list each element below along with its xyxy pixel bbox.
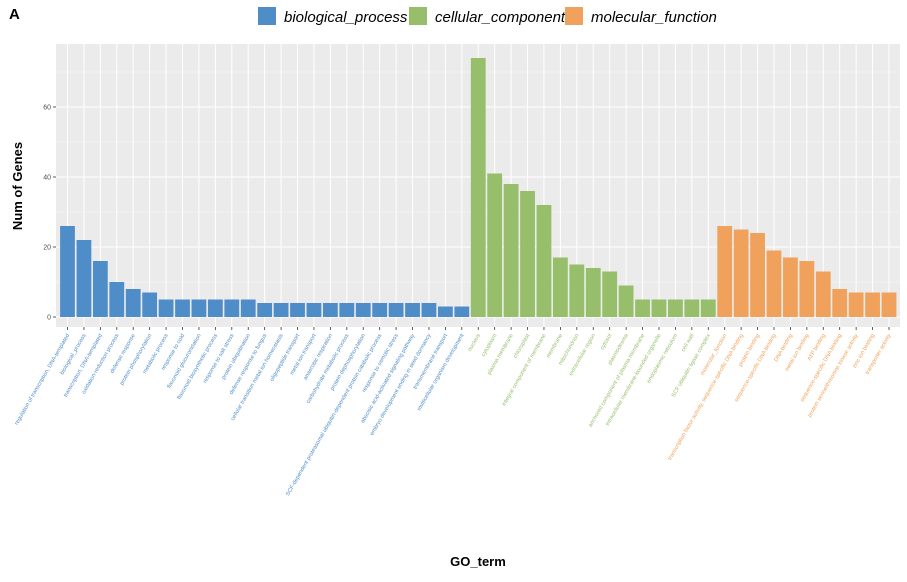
x-tick-label: regulation of transcription, DNA-templat…: [14, 333, 71, 426]
bar: [799, 261, 815, 317]
x-tick-label: oligopeptide transport: [269, 333, 301, 383]
bar: [668, 299, 683, 317]
bar: [783, 257, 798, 317]
legend-label-cellular-component: cellular_component: [435, 9, 566, 26]
panel-label: A: [9, 6, 20, 23]
bar: [224, 299, 240, 317]
legend-label-biological-process: biological_process: [284, 9, 408, 26]
bar: [60, 226, 75, 317]
x-tick-label: cytoplasm: [481, 333, 499, 358]
bar: [454, 306, 470, 317]
y-axis: 0 20 40 60: [43, 105, 56, 322]
bar: [733, 229, 749, 317]
x-tick-label: endoplasmic reticulum: [646, 333, 679, 384]
x-tick-label: membrane: [546, 333, 565, 359]
legend-swatch-molecular-function: [565, 7, 583, 25]
bar: [536, 205, 552, 317]
x-tick-label: transcription factor activity, sequence-…: [667, 333, 745, 461]
bar: [569, 264, 585, 317]
bar: [306, 303, 322, 317]
x-tick-label: cytosol: [600, 333, 614, 351]
bars: [60, 58, 897, 317]
bar: [585, 268, 601, 317]
bar: [372, 303, 388, 317]
bar: [92, 261, 108, 317]
bar: [405, 303, 420, 317]
bar: [635, 299, 650, 317]
bar: [175, 299, 190, 317]
bar: [142, 292, 158, 317]
bar: [700, 299, 716, 317]
y-tick-label: 60: [43, 105, 51, 112]
bar: [865, 292, 880, 317]
bar: [257, 303, 273, 317]
bar: [158, 299, 174, 317]
bar: [322, 303, 338, 317]
bar: [421, 303, 437, 317]
bar: [207, 299, 223, 317]
bar: [881, 292, 897, 317]
bar: [109, 282, 125, 317]
bar: [618, 285, 634, 317]
x-tick-label: response to salt stress: [202, 333, 235, 385]
x-axis: regulation of transcription, DNA-templat…: [14, 327, 893, 497]
bar: [437, 306, 453, 317]
bar: [832, 289, 848, 317]
y-tick-label: 40: [43, 175, 51, 182]
x-tick-label: cell wall: [681, 333, 696, 353]
legend-swatch-cellular-component: [409, 7, 427, 25]
bar: [602, 271, 618, 317]
legend-label-molecular-function: molecular_function: [591, 9, 717, 26]
bar: [125, 289, 141, 317]
bar: [470, 58, 486, 317]
bar: [339, 303, 355, 317]
y-tick-label: 0: [47, 315, 51, 322]
x-axis-title: GO_term: [450, 554, 506, 569]
bar: [76, 240, 92, 317]
bar: [651, 299, 667, 317]
bar: [487, 173, 503, 317]
legend-swatch-biological-process: [258, 7, 276, 25]
bar: [717, 226, 733, 317]
bar: [766, 250, 782, 317]
bar: [815, 271, 831, 317]
x-tick-label: nucleus: [467, 333, 482, 353]
bar: [240, 299, 256, 317]
bar: [684, 299, 700, 317]
bar: [848, 292, 864, 317]
bar: [750, 233, 765, 317]
y-tick-label: 20: [43, 245, 51, 252]
bar: [273, 303, 289, 317]
bar: [503, 184, 519, 317]
bar: [355, 303, 371, 317]
bar: [553, 257, 568, 317]
bar: [191, 299, 207, 317]
legend: biological_process cellular_component mo…: [258, 7, 717, 26]
bar: [388, 303, 404, 317]
bar: [290, 303, 305, 317]
bar: [520, 191, 535, 317]
y-axis-title: Num of Genes: [10, 142, 25, 230]
